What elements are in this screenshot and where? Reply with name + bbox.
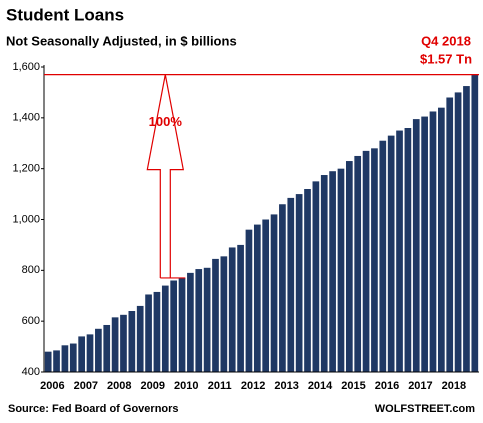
bar bbox=[387, 135, 395, 372]
bar bbox=[312, 181, 320, 372]
bar bbox=[320, 175, 328, 372]
bar bbox=[454, 92, 462, 373]
bar bbox=[69, 343, 77, 372]
bar bbox=[220, 256, 228, 372]
bar bbox=[253, 224, 261, 372]
x-tick-label: 2012 bbox=[241, 380, 265, 392]
annotation: 100% bbox=[149, 114, 183, 129]
y-tick-label: 1,000 bbox=[12, 213, 40, 225]
x-tick-label: 2017 bbox=[408, 380, 432, 392]
growth-arrow bbox=[146, 74, 186, 279]
y-tick-label: 1,400 bbox=[12, 112, 40, 124]
bar bbox=[86, 334, 94, 372]
bar bbox=[212, 258, 219, 372]
bar bbox=[446, 97, 454, 372]
y-tick-label: 800 bbox=[22, 264, 40, 276]
bar bbox=[287, 197, 295, 372]
x-tick-label: 2006 bbox=[40, 380, 64, 392]
bar bbox=[153, 291, 161, 372]
x-tick-label: 2007 bbox=[74, 380, 98, 392]
x-tick-label: 2008 bbox=[107, 380, 131, 392]
bar bbox=[195, 269, 203, 372]
bar bbox=[61, 345, 69, 372]
bar bbox=[128, 311, 136, 372]
bar bbox=[429, 111, 437, 373]
bar bbox=[78, 336, 85, 372]
bar bbox=[412, 119, 420, 373]
annotation: Q4 2018 bbox=[421, 33, 471, 48]
bar bbox=[178, 277, 186, 372]
annotation: $1.57 Tn bbox=[420, 51, 472, 66]
x-tick-label: 2009 bbox=[141, 380, 165, 392]
bar bbox=[203, 267, 211, 372]
bar bbox=[404, 128, 412, 372]
x-tick-label: 2010 bbox=[174, 380, 198, 392]
bar bbox=[187, 272, 194, 372]
y-tick-label: 1,600 bbox=[12, 61, 40, 73]
x-tick-label: 2011 bbox=[208, 380, 232, 392]
chart-subtitle: Not Seasonally Adjusted, in $ billions bbox=[6, 33, 237, 48]
x-tick-label: 2016 bbox=[375, 380, 399, 392]
bar bbox=[371, 148, 378, 372]
bar bbox=[362, 150, 370, 372]
bar bbox=[136, 305, 144, 372]
bar bbox=[120, 314, 127, 372]
bar bbox=[304, 189, 311, 372]
bar bbox=[438, 107, 445, 373]
y-tick-label: 600 bbox=[22, 315, 40, 327]
y-tick-label: 1,200 bbox=[12, 163, 40, 175]
bar bbox=[245, 229, 253, 372]
bar bbox=[237, 244, 244, 372]
x-tick-label: 2018 bbox=[442, 380, 466, 392]
source: Source: Fed Board of Governors bbox=[8, 403, 179, 415]
bar bbox=[103, 324, 111, 372]
x-tick-label: 2014 bbox=[308, 380, 333, 392]
bar bbox=[161, 285, 169, 372]
bar bbox=[262, 219, 270, 372]
y-tick-label: 400 bbox=[22, 366, 40, 378]
bar bbox=[345, 161, 353, 372]
bar bbox=[295, 194, 303, 372]
bar bbox=[379, 140, 387, 372]
bar bbox=[44, 351, 52, 372]
bar bbox=[354, 155, 362, 372]
x-tick-label: 2015 bbox=[341, 380, 365, 392]
bar bbox=[337, 168, 345, 372]
x-tick-label: 2013 bbox=[274, 380, 298, 392]
bar bbox=[396, 130, 403, 372]
bar bbox=[463, 86, 470, 372]
bar bbox=[279, 204, 286, 372]
bar bbox=[111, 317, 119, 372]
bar bbox=[270, 214, 278, 372]
bar bbox=[228, 247, 236, 372]
bar bbox=[53, 350, 60, 372]
bar bbox=[471, 74, 479, 372]
bar bbox=[329, 171, 336, 372]
chart-title: Student Loans bbox=[6, 5, 124, 24]
watermark: WOLFSTREET.com bbox=[375, 403, 475, 415]
bar bbox=[170, 280, 178, 372]
bar bbox=[145, 294, 152, 372]
bar bbox=[95, 328, 102, 372]
bar bbox=[421, 116, 428, 372]
